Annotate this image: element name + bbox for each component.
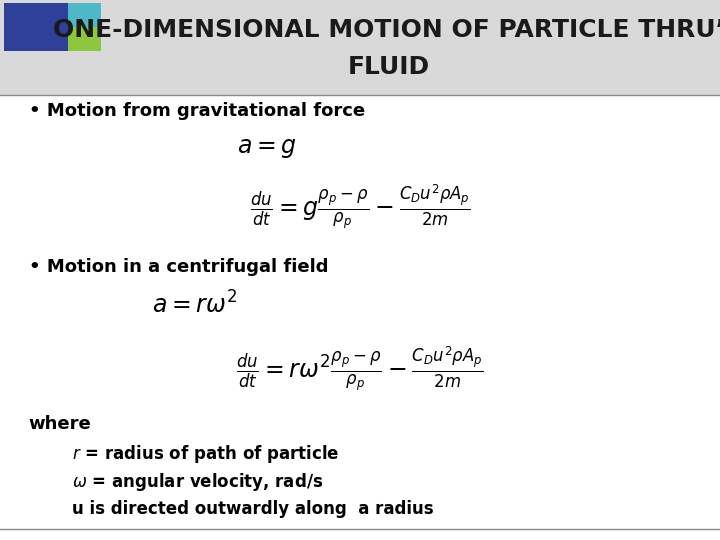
Text: $\frac{du}{dt} = g\frac{\rho_p - \rho}{\rho_p} - \frac{C_D u^2 \rho A_p}{2m}$: $\frac{du}{dt} = g\frac{\rho_p - \rho}{\… (250, 184, 470, 232)
Text: where: where (29, 415, 91, 433)
Text: $r$ = radius of path of particle: $r$ = radius of path of particle (72, 443, 340, 464)
Text: $\frac{du}{dt} = r\omega^2\frac{\rho_p - \rho}{\rho_p} - \frac{C_D u^2 \rho A_p}: $\frac{du}{dt} = r\omega^2\frac{\rho_p -… (236, 346, 484, 394)
Text: $\omega$ = angular velocity, rad/s: $\omega$ = angular velocity, rad/s (72, 471, 323, 492)
Text: $a = r\omega^2$: $a = r\omega^2$ (152, 292, 237, 319)
Text: $a = g$: $a = g$ (237, 137, 296, 160)
Text: • Motion in a centrifugal field: • Motion in a centrifugal field (29, 258, 328, 276)
Text: u is directed outwardly along  a radius: u is directed outwardly along a radius (72, 500, 433, 518)
Text: ONE-DIMENSIONAL MOTION OF PARTICLE THRU’: ONE-DIMENSIONAL MOTION OF PARTICLE THRU’ (53, 18, 720, 42)
Text: FLUID: FLUID (348, 56, 430, 79)
Text: • Motion from gravitational force: • Motion from gravitational force (29, 102, 365, 120)
